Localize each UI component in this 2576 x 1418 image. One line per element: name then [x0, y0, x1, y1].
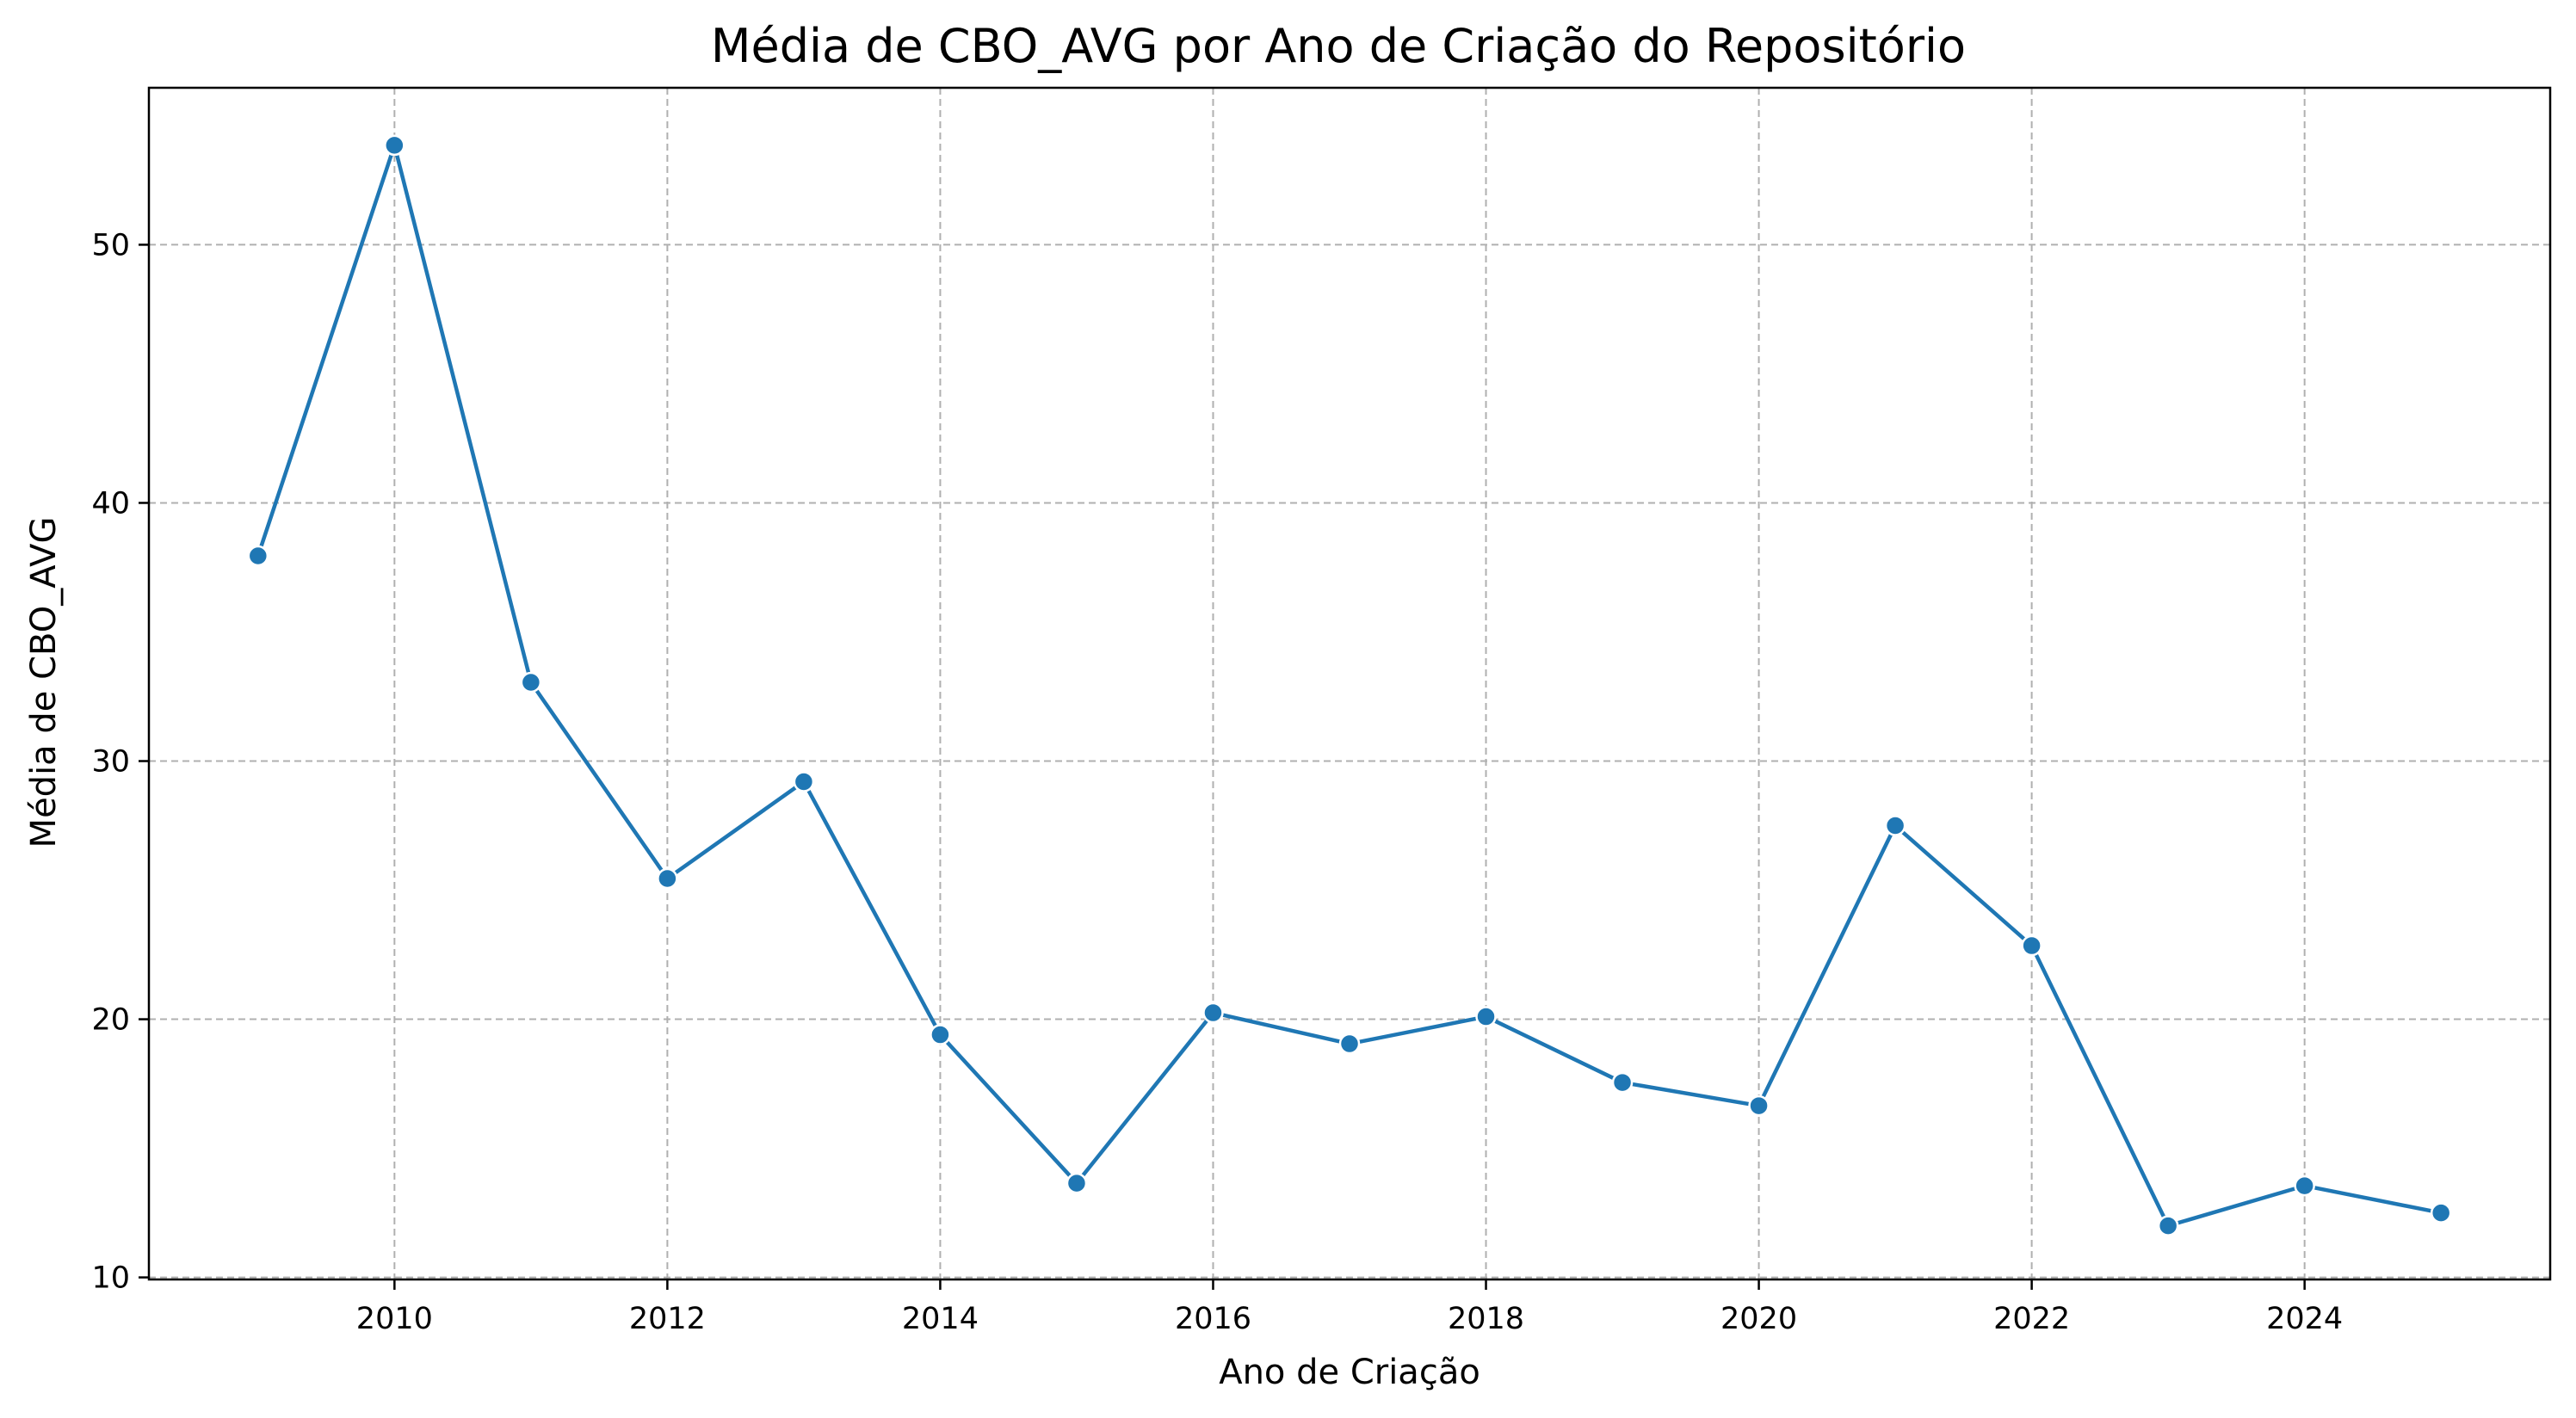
x-axis-label: Ano de Criação: [1219, 1353, 1480, 1392]
y-tick-label: 30: [91, 745, 130, 780]
y-tick-label: 40: [91, 486, 130, 521]
x-tick-label: 2022: [1993, 1302, 2070, 1336]
x-tick-label: 2020: [1720, 1302, 1797, 1336]
x-tick-label: 2010: [356, 1302, 433, 1336]
plot-frame: [147, 86, 2552, 1281]
data-point: [2294, 1174, 2315, 1197]
data-point: [1884, 815, 1906, 836]
data-point: [1338, 1033, 1361, 1055]
data-point: [384, 134, 405, 157]
data-point: [1611, 1071, 1634, 1094]
data-point: [2430, 1202, 2452, 1224]
data-series: [247, 134, 2452, 1236]
data-point: [520, 671, 542, 694]
x-axis-ticks: 2010 2012 2014 2016 2018 2020 2022 2024: [356, 1279, 2343, 1336]
data-point: [2157, 1215, 2179, 1236]
chart-title: Média de CBO_AVG por Ano de Criação do R…: [711, 19, 1966, 73]
grid: [149, 88, 2550, 1279]
data-point: [247, 545, 269, 567]
y-tick-label: 10: [91, 1261, 130, 1296]
y-tick-label: 50: [91, 228, 130, 262]
data-point: [1748, 1094, 1770, 1117]
x-tick-label: 2024: [2266, 1302, 2343, 1336]
data-point: [793, 771, 815, 792]
data-point: [2021, 934, 2042, 957]
y-axis-label: Média de CBO_AVG: [24, 517, 64, 848]
x-tick-label: 2016: [1175, 1302, 1251, 1336]
x-tick-label: 2018: [1448, 1302, 1524, 1336]
y-axis-ticks: 10 20 30 40 50: [91, 228, 149, 1296]
data-point: [1066, 1172, 1088, 1194]
data-point: [930, 1024, 951, 1045]
series-line: [256, 143, 2442, 1228]
x-tick-label: 2014: [902, 1302, 979, 1336]
y-tick-label: 20: [91, 1003, 130, 1038]
x-tick-label: 2012: [629, 1302, 706, 1336]
data-point: [1202, 1002, 1224, 1024]
data-point: [657, 867, 678, 890]
data-point: [1475, 1006, 1497, 1027]
